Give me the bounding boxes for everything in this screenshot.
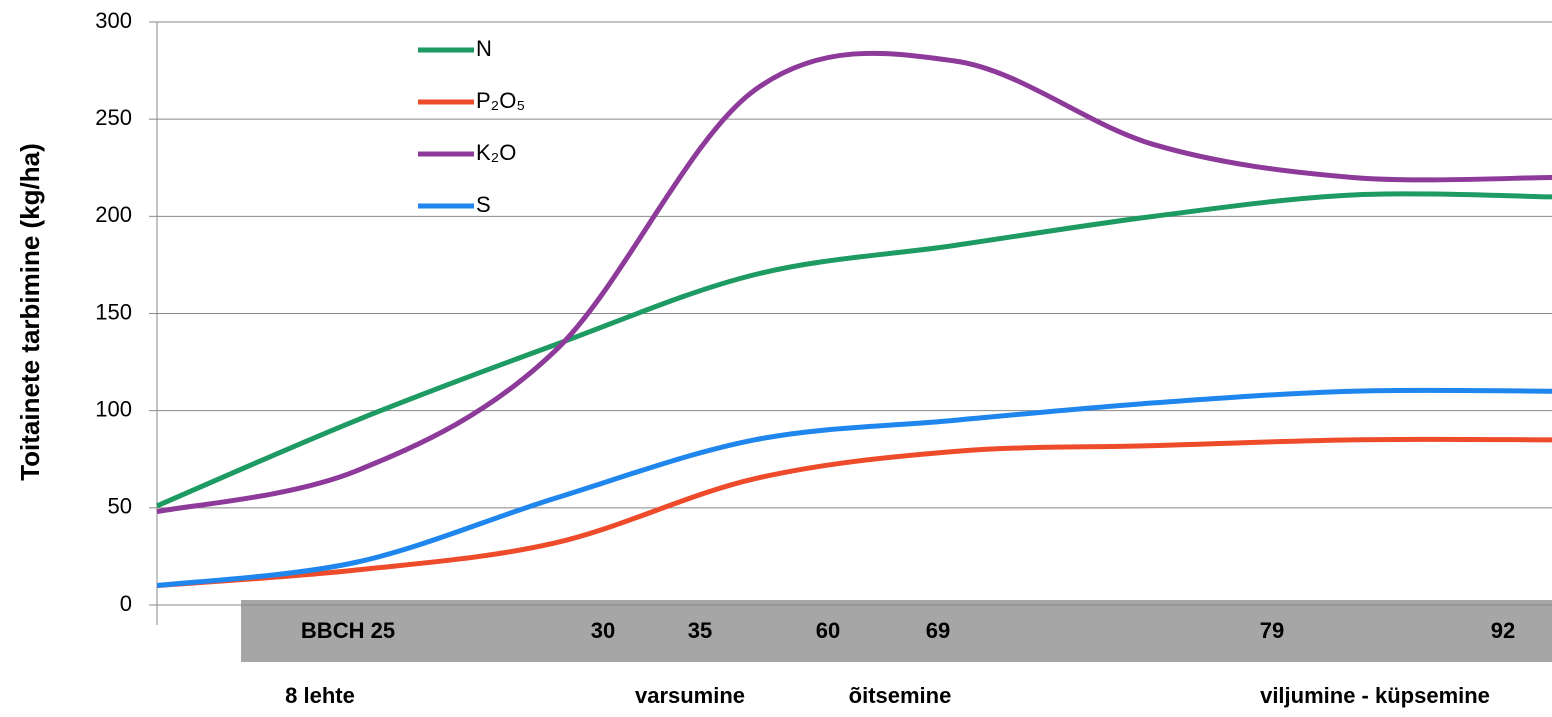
legend-label: P₂O₅	[476, 88, 525, 113]
stage-label: õitsemine	[849, 683, 952, 708]
band-label: 79	[1260, 618, 1284, 643]
series-line	[156, 387, 1552, 589]
y-tick-label: 150	[95, 299, 132, 324]
stage-band	[241, 600, 1552, 662]
series-line	[156, 191, 1552, 509]
legend-label: S	[476, 192, 491, 217]
series-line	[156, 436, 1552, 589]
series-line	[156, 50, 1552, 515]
band-label: 69	[926, 618, 950, 643]
band-label: BBCH 25	[301, 618, 395, 643]
stage-label: varsumine	[635, 683, 745, 708]
stage-label: 8 lehte	[285, 683, 355, 708]
stage-label: viljumine - küpsemine	[1260, 683, 1490, 708]
legend-label: N	[476, 36, 492, 61]
band-label: 92	[1491, 618, 1515, 643]
y-tick-label: 200	[95, 202, 132, 227]
y-axis-title: Toitainete tarbimine (kg/ha)	[15, 143, 45, 481]
band-label: 60	[816, 618, 840, 643]
band-label: 30	[591, 618, 615, 643]
y-tick-label: 50	[108, 494, 132, 519]
band-label: 35	[688, 618, 712, 643]
y-tick-label: 250	[95, 105, 132, 130]
y-tick-label: 100	[95, 396, 132, 421]
y-tick-label: 0	[120, 591, 132, 616]
legend-label: K₂O	[476, 140, 516, 165]
y-tick-label: 300	[95, 8, 132, 33]
